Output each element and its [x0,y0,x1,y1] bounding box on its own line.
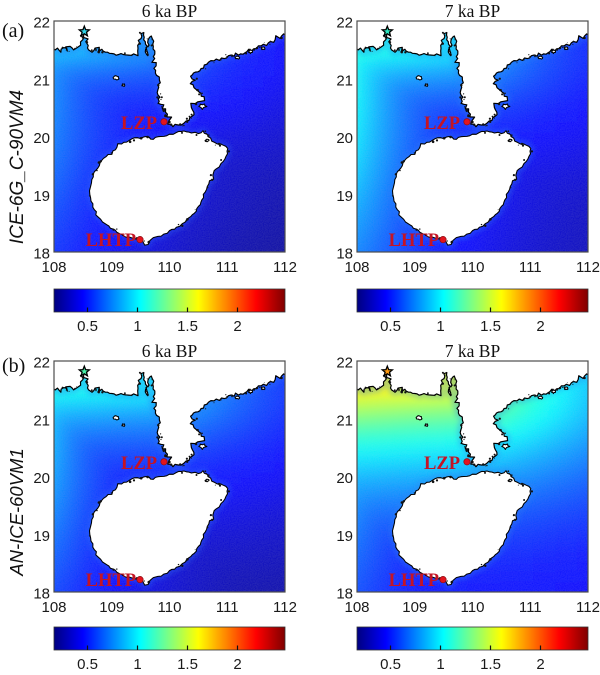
svg-text:18: 18 [33,246,50,263]
svg-text:1.5: 1.5 [177,318,198,335]
svg-text:21: 21 [336,412,353,429]
svg-text:AN-ICE-60VM1: AN-ICE-60VM1 [6,448,27,576]
svg-text:6 ka BP: 6 ka BP [142,1,198,21]
svg-text:7 ka BP: 7 ka BP [445,1,501,21]
svg-text:2: 2 [536,656,544,673]
svg-text:20: 20 [33,470,50,487]
svg-text:111: 111 [216,259,239,276]
svg-text:1.5: 1.5 [480,318,501,335]
svg-text:2: 2 [536,318,544,335]
svg-text:LHTP: LHTP [389,231,439,251]
svg-text:(a): (a) [2,20,24,42]
svg-text:1.5: 1.5 [177,656,198,673]
svg-text:(b): (b) [2,355,25,377]
svg-text:20: 20 [33,130,50,147]
svg-text:19: 19 [336,528,353,545]
svg-text:111: 111 [216,599,239,616]
svg-text:22: 22 [33,355,50,372]
svg-text:112: 112 [273,599,297,616]
svg-text:109: 109 [402,599,427,616]
svg-text:22: 22 [336,355,353,372]
svg-text:LHTP: LHTP [389,571,439,591]
svg-text:1.5: 1.5 [480,656,501,673]
svg-text:20: 20 [336,470,353,487]
svg-text:0.5: 0.5 [77,656,98,673]
svg-text:110: 110 [461,259,485,276]
svg-text:0.5: 0.5 [77,318,98,335]
svg-text:109: 109 [99,259,124,276]
svg-text:0.5: 0.5 [380,656,401,673]
svg-text:1: 1 [436,318,444,335]
svg-text:18: 18 [336,246,353,263]
svg-text:109: 109 [402,259,427,276]
svg-text:LZP: LZP [424,454,460,474]
svg-text:110: 110 [158,259,182,276]
svg-text:111: 111 [519,259,542,276]
svg-text:6 ka BP: 6 ka BP [142,341,198,361]
svg-text:7 ka BP: 7 ka BP [445,341,501,361]
svg-text:21: 21 [33,412,50,429]
svg-text:20: 20 [336,130,353,147]
svg-text:21: 21 [33,72,50,89]
svg-text:111: 111 [519,599,542,616]
svg-text:108: 108 [344,599,369,616]
svg-text:0.5: 0.5 [380,318,401,335]
svg-text:22: 22 [33,15,50,32]
svg-text:110: 110 [461,599,485,616]
svg-text:2: 2 [233,318,241,335]
svg-text:108: 108 [344,259,369,276]
svg-text:112: 112 [576,259,600,276]
svg-text:19: 19 [33,528,50,545]
svg-text:LZP: LZP [121,114,157,134]
svg-text:19: 19 [33,188,50,205]
svg-text:1: 1 [133,318,141,335]
svg-text:1: 1 [133,656,141,673]
svg-text:110: 110 [158,599,182,616]
svg-text:109: 109 [99,599,124,616]
svg-text:108: 108 [41,259,66,276]
svg-text:LHTP: LHTP [86,231,136,251]
svg-text:18: 18 [33,586,50,603]
svg-text:1: 1 [436,656,444,673]
svg-text:LZP: LZP [121,454,157,474]
svg-text:18: 18 [336,586,353,603]
svg-text:ICE-6G_C-90VM4: ICE-6G_C-90VM4 [7,90,28,244]
svg-text:108: 108 [41,599,66,616]
svg-text:21: 21 [336,72,353,89]
svg-text:112: 112 [273,259,297,276]
svg-text:LZP: LZP [424,114,460,134]
svg-text:22: 22 [336,15,353,32]
svg-text:112: 112 [576,599,600,616]
svg-text:2: 2 [233,656,241,673]
svg-text:LHTP: LHTP [86,571,136,591]
svg-text:19: 19 [336,188,353,205]
